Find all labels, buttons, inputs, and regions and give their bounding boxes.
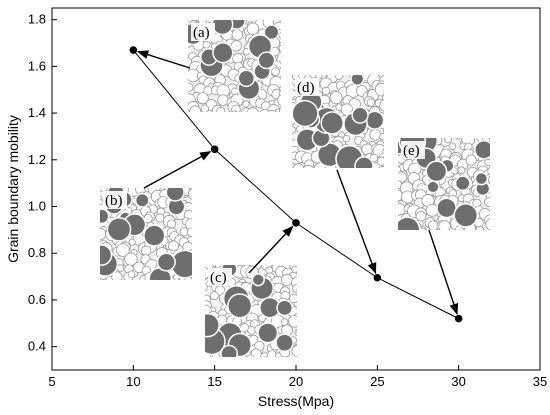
y-tick-label: 0.6 — [28, 292, 46, 307]
y-tick-label: 1.0 — [28, 199, 46, 214]
x-tick-label: 10 — [126, 374, 140, 389]
y-tick-label: 0.4 — [28, 339, 46, 354]
annotation-arrow — [428, 229, 459, 315]
data-point — [129, 46, 138, 54]
annotation-arrow — [143, 151, 212, 189]
inset-label: (a) — [193, 25, 210, 41]
data-point — [292, 219, 300, 227]
annotation-arrow — [336, 169, 377, 275]
inset-micrograph: (c) — [205, 265, 297, 357]
inset-label: (e) — [403, 143, 420, 159]
y-tick-label: 1.8 — [28, 12, 46, 27]
x-tick-label: 25 — [370, 374, 384, 389]
y-tick-label: 1.2 — [28, 152, 46, 167]
data-point — [373, 273, 382, 282]
inset-label: (b) — [105, 193, 123, 209]
inset-label: (c) — [210, 270, 227, 286]
data-point — [210, 145, 219, 154]
data-point — [454, 314, 463, 323]
x-tick-label: 35 — [533, 374, 547, 389]
x-tick-label: 20 — [289, 374, 303, 389]
x-axis: 5 10 15 20 25 30 35 — [48, 365, 547, 389]
inset-label: (d) — [297, 80, 315, 96]
x-tick-label: 5 — [48, 374, 55, 389]
inset-micrograph: (a) — [188, 20, 281, 112]
inset-micrograph: (b) — [100, 188, 192, 280]
inset-micrograph: (d) — [292, 75, 384, 168]
series-points — [129, 46, 463, 323]
y-tick-label: 0.8 — [28, 245, 46, 260]
x-tick-label: 30 — [451, 374, 465, 389]
x-axis-title: Stress(Mpa) — [258, 393, 334, 409]
y-tick-label: 1.4 — [28, 105, 46, 120]
annotation-arrows — [137, 50, 459, 315]
y-axis: 0.4 0.6 0.8 1.0 1.2 1.4 1.6 1.8 — [28, 12, 57, 354]
y-axis-title: Grain boundary mobility — [5, 115, 21, 263]
inset-micrograph: (e) — [398, 138, 490, 230]
x-tick-label: 15 — [207, 374, 221, 389]
y-tick-label: 1.6 — [28, 58, 46, 73]
microstructure-insets: (a) (b) (c) (d) (e) — [100, 20, 490, 357]
annotation-arrow — [137, 50, 191, 69]
annotation-arrow — [248, 225, 294, 274]
